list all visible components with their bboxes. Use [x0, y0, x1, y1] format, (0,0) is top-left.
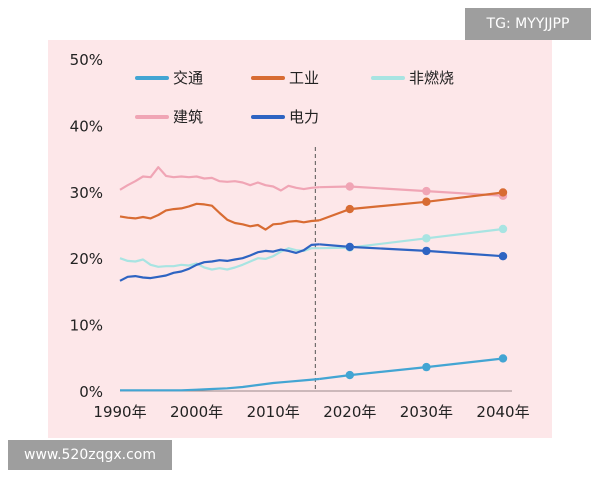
projection-line-4 — [319, 243, 504, 258]
y-tick-label: 0% — [79, 383, 103, 401]
projection-line-2 — [319, 227, 504, 250]
chart-background — [48, 40, 552, 438]
legend-label-3: 建筑 — [173, 108, 203, 126]
x-tick-label: 2000年 — [170, 403, 223, 421]
y-tick-label: 10% — [70, 317, 103, 335]
legend-label-1: 工业 — [289, 69, 319, 87]
projection-line-1 — [318, 191, 504, 222]
series-line-4 — [119, 243, 320, 282]
projection-point — [345, 242, 354, 252]
projection-point — [345, 370, 354, 380]
projection-point — [498, 354, 508, 363]
projection-line-3 — [319, 185, 504, 197]
legend-label-0: 交通 — [173, 69, 203, 87]
y-tick-label: 20% — [70, 250, 103, 268]
projection-point — [498, 188, 508, 197]
chart-axes: 0% 10% 20% 30% 40% 50% 1990年 2000年 2010年 2020年 203… — [70, 51, 530, 421]
y-tick-label: 30% — [70, 184, 103, 202]
watermark-bottom: www.520zqgx.com — [8, 440, 172, 470]
projection-point — [498, 224, 508, 234]
projection-point — [345, 204, 354, 214]
x-tick-label: 1990年 — [93, 403, 146, 421]
projection-markers — [345, 182, 508, 380]
projection-point — [422, 246, 431, 256]
series-line-3 — [119, 166, 320, 192]
series-line-0 — [120, 377, 320, 392]
x-tick-label: 2020年 — [323, 403, 376, 421]
projection-point — [422, 362, 431, 372]
y-tick-label: 50% — [70, 51, 103, 69]
projection-line-0 — [319, 357, 504, 381]
projection-point — [498, 252, 508, 261]
series-lines — [119, 166, 504, 392]
legend-label-4: 电力 — [289, 108, 319, 126]
series-line-2 — [119, 247, 320, 271]
x-tick-label: 2040年 — [476, 403, 529, 421]
projection-point — [422, 186, 431, 196]
projection-point — [345, 182, 354, 191]
projection-point — [422, 234, 431, 243]
legend-label-2: 非燃烧 — [409, 69, 454, 87]
x-tick-label: 2030年 — [400, 403, 453, 421]
watermark-top: TG: MYYJJPP — [465, 8, 591, 40]
projection-point — [422, 197, 431, 206]
x-tick-label: 2010年 — [247, 403, 300, 421]
series-line-1 — [119, 202, 320, 231]
y-tick-label: 40% — [70, 117, 103, 135]
